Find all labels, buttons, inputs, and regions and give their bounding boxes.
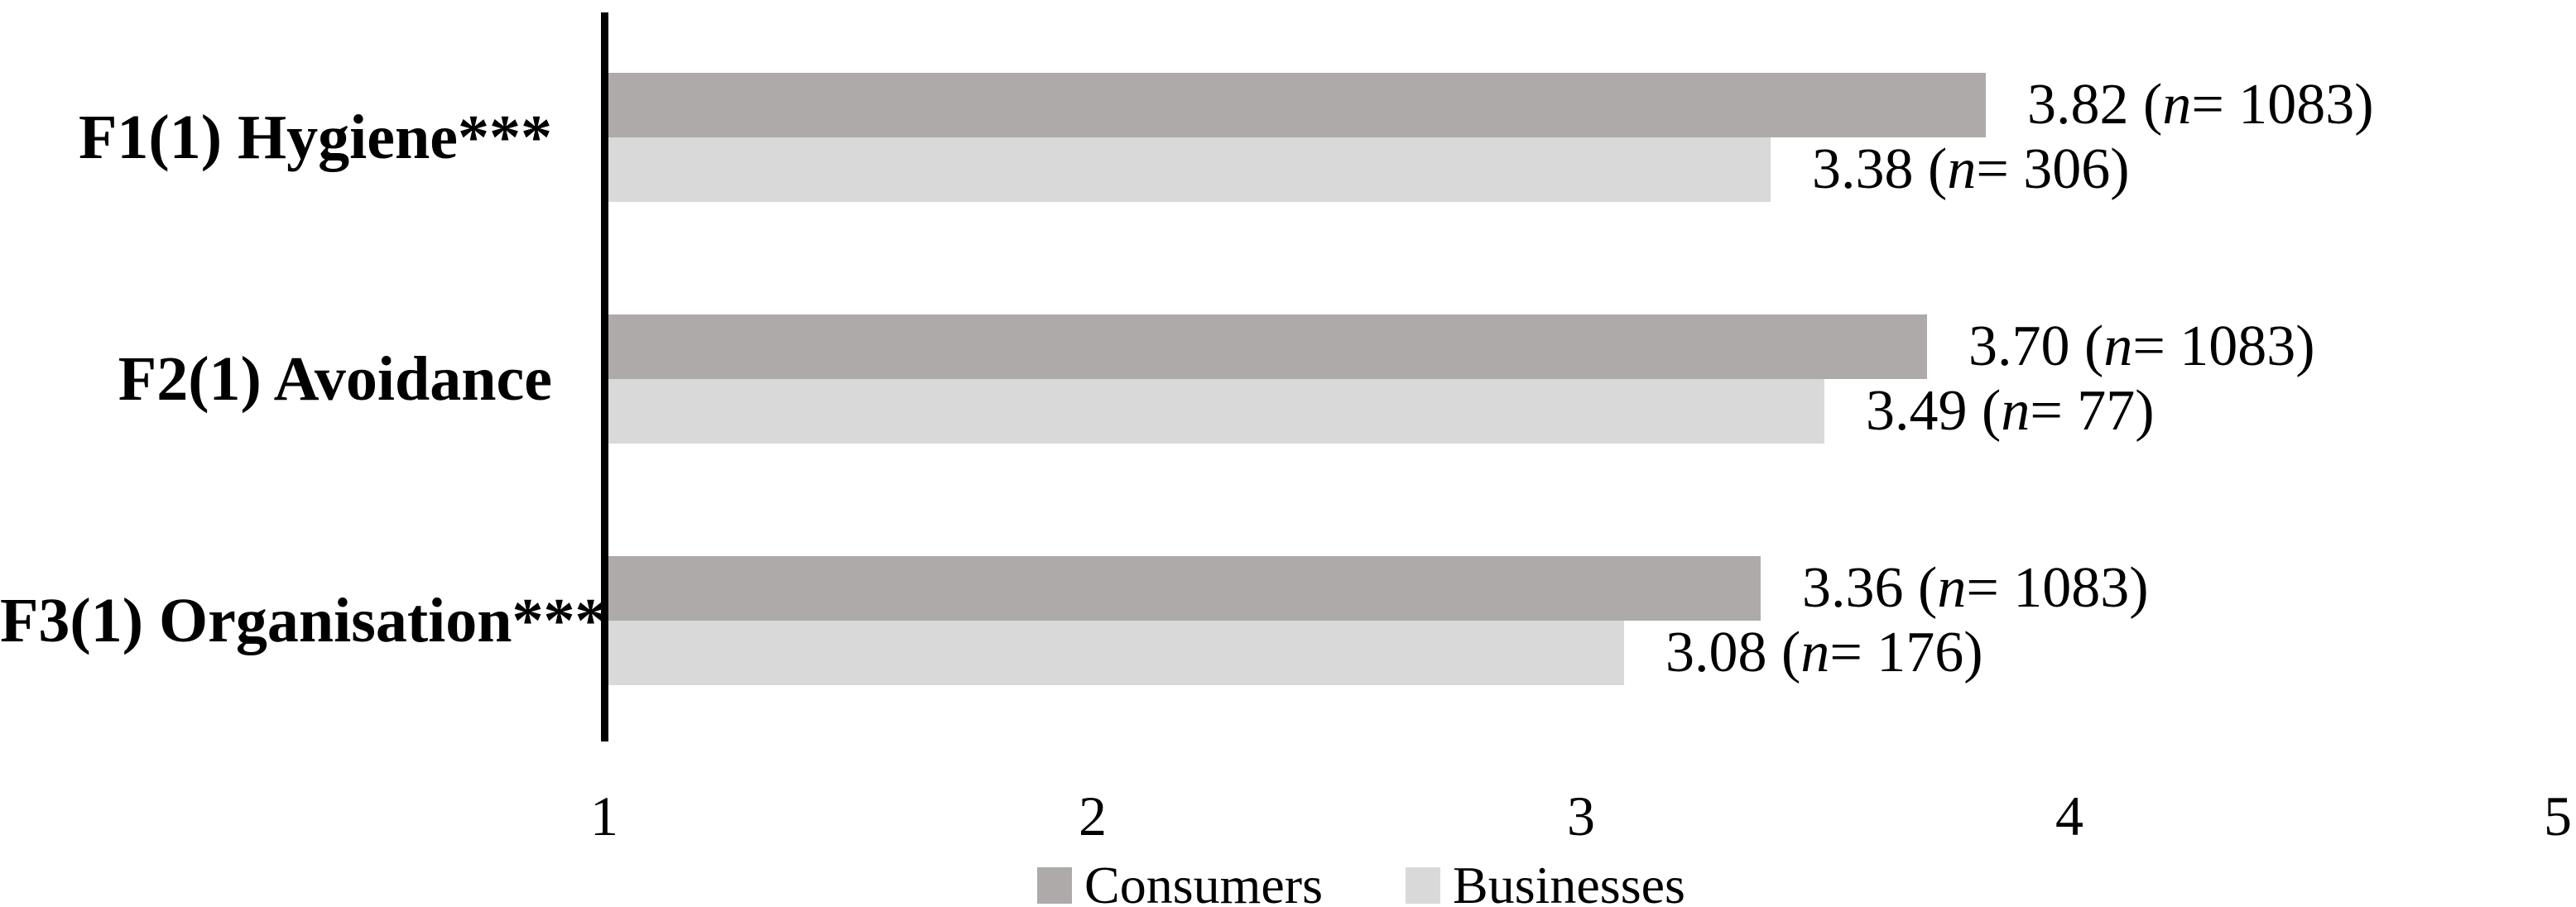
category-label-f2-1-avoidance: F2(1) Avoidance [118,344,552,414]
bar-value-label-businesses-3: 3.08 (n = 176) [1665,621,1983,684]
x-tick-label-4: 4 [2055,785,2083,847]
x-tick-label-2: 2 [1079,785,1107,847]
bar-businesses-3 [608,621,1624,685]
bar-businesses-1 [608,137,1771,202]
legend-label-businesses: Businesses [1453,856,1685,907]
y-axis-line [601,12,608,741]
legend-item-consumers: Consumers [1037,859,1323,907]
businesses-swatch-icon [1406,867,1440,904]
x-tick-label-3: 3 [1567,785,1595,847]
bar-value-label-businesses-2: 3.49 (n = 77) [1866,379,2155,443]
legend-label-consumers: Consumers [1084,856,1323,907]
x-tick-label-5: 5 [2544,785,2572,847]
x-tick-label-1: 1 [590,785,618,847]
bar-value-label-consumers-3: 3.36 (n = 1083) [1802,556,2149,620]
chart-legend: Consumers Businesses [1037,859,1685,907]
bar-value-label-consumers-2: 3.70 (n = 1083) [1968,314,2315,378]
bar-value-label-consumers-1: 3.82 (n = 1083) [2027,73,2374,137]
category-label-f3-1-organisation: F3(1) Organisation*** [0,586,607,655]
bar-consumers-3 [608,556,1761,621]
bar-value-label-businesses-1: 3.38 (n = 306) [1812,137,2130,201]
category-label-f1-1-hygiene: F1(1) Hygiene*** [78,103,552,172]
bar-businesses-2 [608,379,1824,444]
bar-consumers-1 [608,73,1986,137]
legend-item-businesses: Businesses [1406,859,1685,907]
consumers-swatch-icon [1037,867,1072,904]
bar-consumers-2 [608,314,1927,379]
